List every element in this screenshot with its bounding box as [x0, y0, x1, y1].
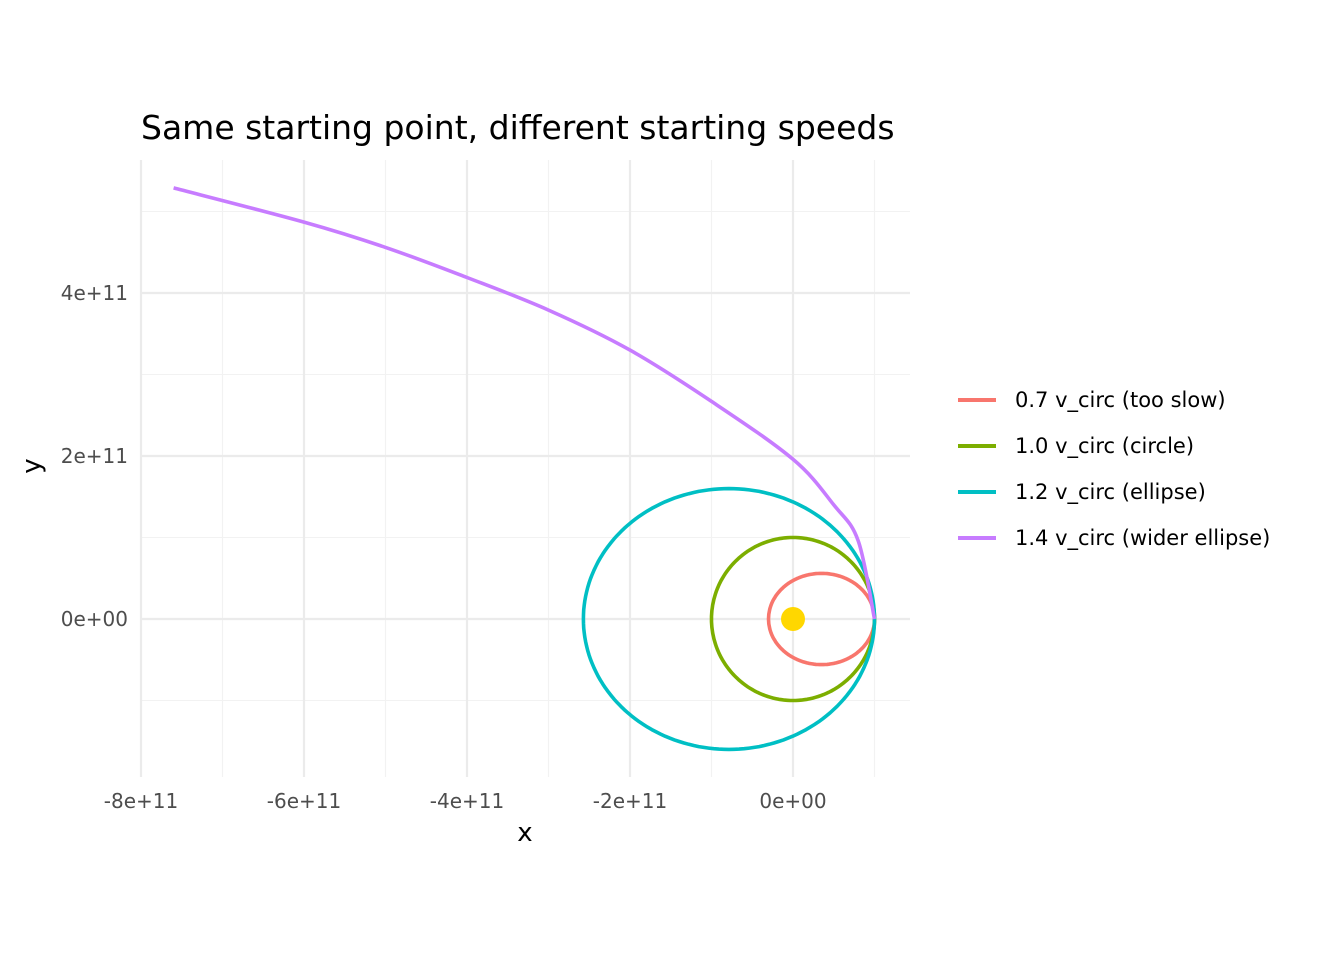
- legend-label-3: 1.2 v_circ (ellipse): [1015, 480, 1206, 505]
- series-line-3: [581, 486, 877, 752]
- y-tick-label: 2e+11: [61, 444, 128, 468]
- x-tick-label: 0e+00: [759, 789, 826, 813]
- y-tick-label: 4e+11: [61, 281, 128, 305]
- x-tick-label: -2e+11: [593, 789, 667, 813]
- x-tick-label: -6e+11: [267, 789, 341, 813]
- y-tick-label: 0e+00: [61, 607, 128, 631]
- x-axis-ticks: -8e+11 -6e+11 -4e+11 -2e+11 0e+00: [104, 789, 827, 813]
- series-layer: [173, 186, 877, 752]
- grid: [139, 160, 910, 777]
- legend-label-2: 1.0 v_circ (circle): [1015, 434, 1194, 459]
- chart-title: Same starting point, different starting …: [141, 108, 895, 147]
- legend-label-4: 1.4 v_circ (wider ellipse): [1015, 526, 1270, 551]
- central-body-point: [781, 607, 805, 631]
- x-tick-label: -8e+11: [104, 789, 178, 813]
- series-line-2: [709, 535, 877, 703]
- y-axis-ticks: 0e+00 2e+11 4e+11: [61, 281, 128, 631]
- x-tick-label: -4e+11: [430, 789, 504, 813]
- legend: 0.7 v_circ (too slow) 1.0 v_circ (circle)…: [958, 388, 1270, 551]
- series-line-1: [766, 571, 877, 667]
- series-line-4: [173, 186, 877, 620]
- legend-label-1: 0.7 v_circ (too slow): [1015, 388, 1226, 413]
- x-axis-title: x: [517, 818, 532, 848]
- y-axis-title: y: [17, 458, 47, 473]
